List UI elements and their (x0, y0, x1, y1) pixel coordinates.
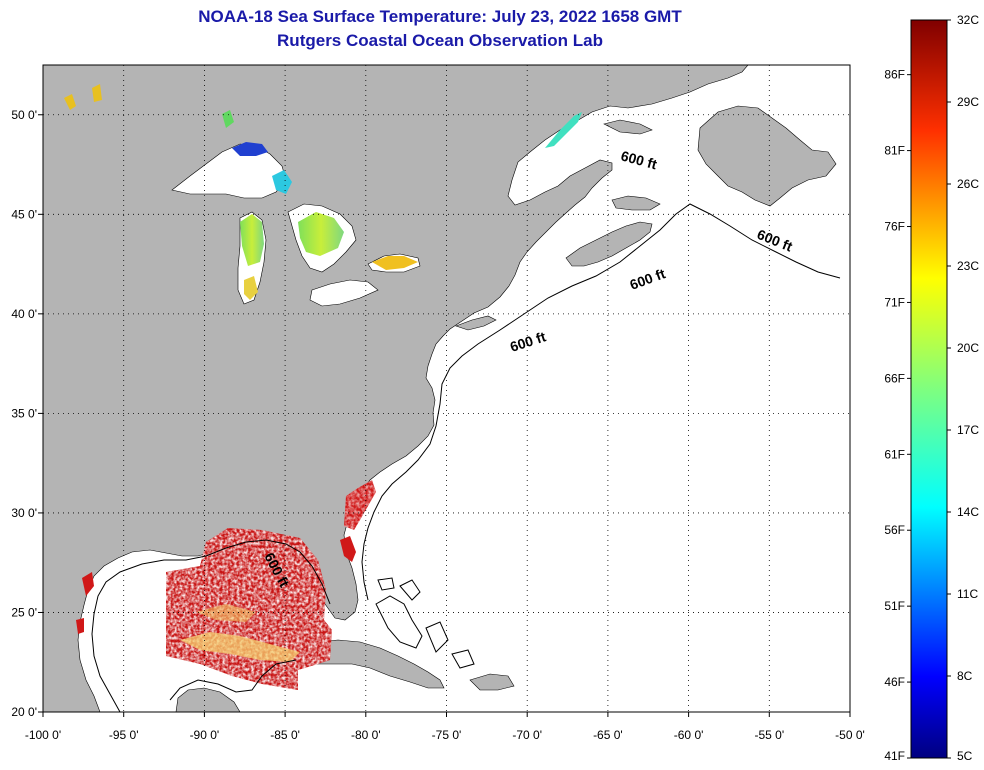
colorbar-c-label: 14C (957, 505, 979, 519)
colorbar-f-label: 61F (884, 447, 905, 461)
northern-lake-sst-2 (92, 84, 102, 102)
colorbar-f-label: 71F (884, 295, 905, 309)
land-cuba (297, 639, 445, 689)
land-long-island (455, 315, 497, 331)
x-tick-label: -70 0' (512, 728, 542, 742)
x-tick-label: -50 0' (835, 728, 865, 742)
y-tick-label: 45 0' (11, 207, 37, 221)
y-tick-label: 35 0' (11, 406, 37, 420)
isobath-600ft-gulf (91, 539, 331, 712)
southeast-coast-sst (76, 480, 376, 634)
x-tick-label: -80 0' (351, 728, 381, 742)
x-tick-label: -75 0' (432, 728, 462, 742)
map-title: NOAA-18 Sea Surface Temperature: July 23… (198, 7, 682, 26)
land-anticosti (603, 119, 653, 135)
isobath-600ft-caribbean (169, 659, 297, 701)
colorbar-f-label: 81F (884, 144, 905, 158)
x-tick-label: -60 0' (674, 728, 704, 742)
colorbar-f-label: 46F (884, 675, 905, 689)
y-tick-label: 30 0' (11, 506, 37, 520)
great-lakes (171, 142, 421, 307)
land-pei (611, 195, 661, 211)
y-tick-label: 50 0' (11, 108, 37, 122)
land-yucatan (175, 687, 241, 712)
colorbar-c-label: 20C (957, 341, 979, 355)
x-tick-label: -100 0' (25, 728, 61, 742)
colorbar-f-label: 51F (884, 599, 905, 613)
isobath-600ft-atlantic (361, 203, 841, 601)
land-hispaniola (469, 673, 515, 691)
y-tick-label: 20 0' (11, 705, 37, 719)
st-lawrence-sst (545, 112, 582, 148)
land-north-america (43, 65, 749, 712)
colorbar-c-label: 17C (957, 423, 979, 437)
colorbar-f-label: 56F (884, 523, 905, 537)
x-tick-label: -85 0' (270, 728, 300, 742)
x-tick-label: -65 0' (593, 728, 623, 742)
northern-lake-sst (64, 94, 76, 110)
colorbar-f-label: 86F (884, 68, 905, 82)
colorbar-c-label: 23C (957, 259, 979, 273)
colorbar-c-label: 29C (957, 95, 979, 109)
bahamas (375, 577, 475, 669)
land-nova-scotia (565, 221, 653, 267)
colorbar-f-label: 66F (884, 371, 905, 385)
y-tick-label: 25 0' (11, 605, 37, 619)
colorbar-c-label: 8C (957, 669, 973, 683)
colorbar-c-label: 32C (957, 13, 979, 27)
colorbar-labels: 32C 29C 26C 23C 20C 17C 14C 11C 8C 5C 86F 81F 76F 71F… (884, 13, 979, 763)
colorbar-gradient (910, 19, 948, 759)
colorbar-f-label: 76F (884, 220, 905, 234)
colorbar-c-label: 26C (957, 177, 979, 191)
x-tick-label: -90 0' (190, 728, 220, 742)
colorbar-f-label: 41F (884, 749, 905, 763)
colorbar-c-label: 11C (957, 587, 978, 601)
x-tick-label: -95 0' (109, 728, 139, 742)
y-tick-label: 40 0' (11, 307, 37, 321)
colorbar-c-label: 5C (957, 749, 973, 763)
northern-lake-sst-3 (222, 110, 234, 128)
x-tick-label: -55 0' (754, 728, 784, 742)
axis-ticks: -100 0' -95 0' -90 0' -85 0' -80 0' -75 0' -70… (11, 108, 864, 742)
land-newfoundland (697, 105, 837, 207)
gulf-sst-swath (166, 528, 332, 690)
map-subtitle: Rutgers Coastal Ocean Observation Lab (277, 31, 603, 50)
